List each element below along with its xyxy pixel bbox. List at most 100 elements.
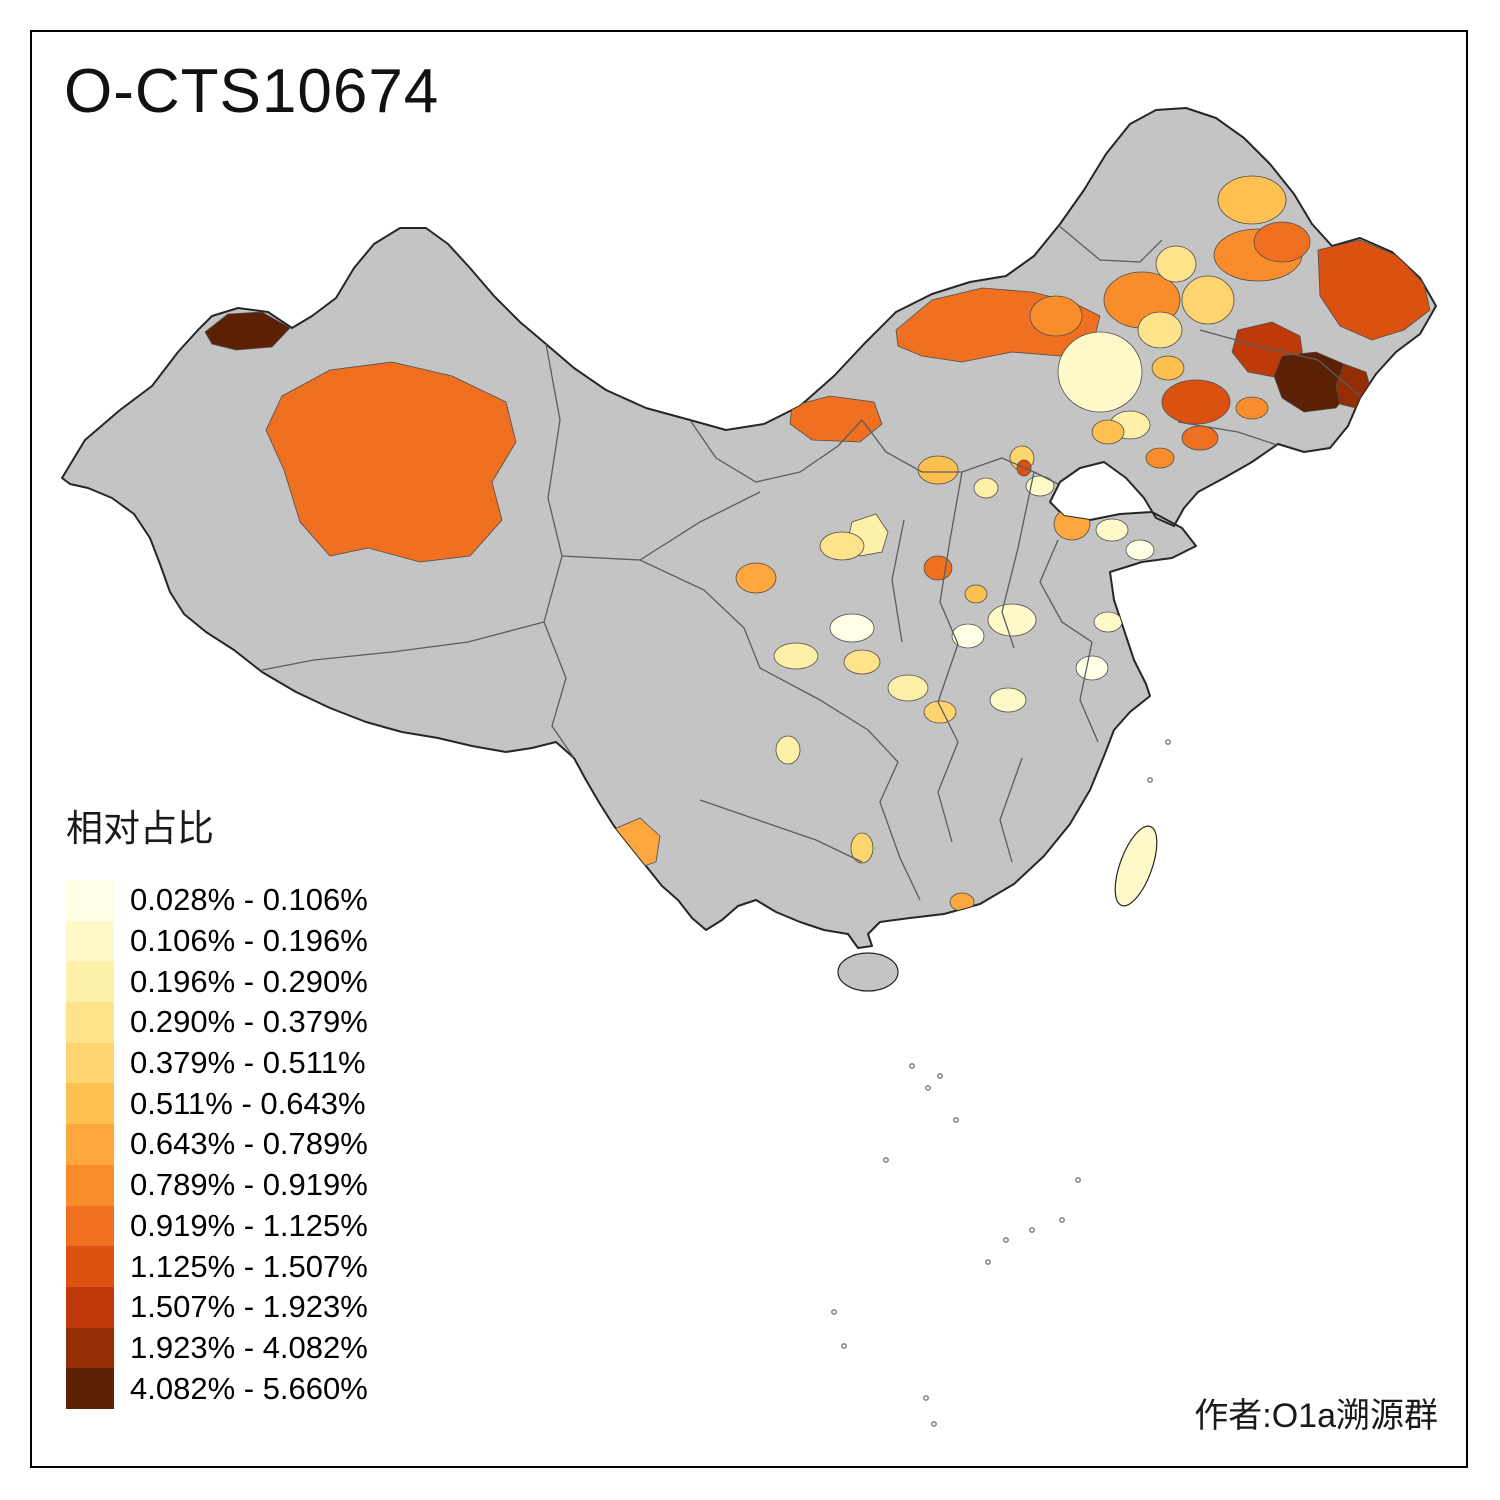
legend-item-2: 0.106% - 0.196% [66,920,368,962]
sea-islet-5 [883,1157,889,1163]
province-border-18 [1199,329,1361,397]
legend-title: 相对占比 [66,808,214,849]
map-region-pearl-delta-orange [949,892,975,912]
legend-swatch [66,1205,114,1247]
legend: 相对占比 0.028% - 0.106% 0.106% - 0.196% 0.196… [66,798,368,1409]
map-region-nw-dark [204,311,291,351]
legend-swatch [66,1042,114,1084]
map-region-neimeng-east [1029,295,1083,337]
legend-item-13: 4.082% - 5.660% [66,1368,368,1409]
province-border-3 [543,621,575,759]
map-region-jilin-red [1161,379,1231,425]
sea-islet-2 [925,1085,931,1091]
map-region-shaanxi-orange [964,584,988,604]
legend-item-6: 0.511% - 0.643% [66,1083,368,1125]
map-region-ne-pale2 [1137,311,1183,349]
legend-swatch [66,1164,114,1206]
sea-islet-4 [953,1117,959,1123]
sea-islet-13 [923,1395,929,1401]
map-region-hubei-pale [989,687,1027,713]
map-region-ne-darkest [1273,351,1353,413]
map-region-liaoning-or2 [1235,396,1269,420]
legend-range-label: 0.643% - 0.789% [130,1126,368,1162]
legend-range-label: 0.106% - 0.196% [130,923,368,959]
province-border-4 [561,555,761,669]
legend-range-label: 0.028% - 0.106% [130,882,368,918]
province-border-17 [639,491,761,561]
map-region-gansu-orange [735,562,777,594]
map-region-suihua [1253,221,1311,263]
sea-islet-8 [1029,1227,1035,1233]
province-border-6 [689,419,863,483]
legend-swatch [66,1368,114,1409]
map-region-sichuan-south [775,735,801,765]
map-region-sichuan-pale1 [773,642,819,670]
map-region-sichuan-pale2 [843,649,881,675]
map-region-jiangsu-pale [1093,611,1123,633]
sea-islet-15 [1165,739,1171,745]
map-region-xinjiang-orange [265,361,517,563]
sea-islet-16 [1147,777,1153,783]
sea-islet-1 [909,1063,915,1069]
legend-swatch [66,880,114,921]
map-region-hlj-mid [1181,275,1235,325]
map-region-sichuan-pale3 [887,674,929,702]
legend-swatch [66,1002,114,1043]
plot-frame-border [30,30,1468,1468]
map-region-chongqing-yellow [923,700,957,724]
legend-range-label: 0.196% - 0.290% [130,963,368,999]
legend-swatch [66,920,114,962]
map-region-hlj-east-red [1317,239,1431,341]
map-region-anhui-pale [1075,655,1109,681]
legend-range-label: 0.379% - 0.511% [130,1045,366,1081]
map-region-liaoning-or1 [1145,447,1175,469]
legend-item-5: 0.379% - 0.511% [66,1042,368,1084]
legend-range-label: 1.923% - 4.082% [130,1329,368,1365]
province-border-10 [1039,539,1093,643]
map-region-songyuan [1151,355,1185,381]
province-border-5 [759,667,899,763]
legend-item-7: 0.643% - 0.789% [66,1124,368,1165]
legend-range-label: 0.511% - 0.643% [130,1085,366,1121]
legend-item-10: 1.125% - 1.507% [66,1246,368,1287]
hainan-island [837,952,899,992]
map-region-guizhou-yellow [850,832,874,864]
map-region-shandong-pale2 [1125,539,1155,561]
legend-range-label: 0.290% - 0.379% [130,1004,368,1040]
legend-item-12: 1.923% - 4.082% [66,1327,368,1369]
author-credit: 作者:O1a溯源群 [1194,1397,1438,1435]
legend-rows: 0.028% - 0.106% 0.106% - 0.196% 0.196% - 0… [66,880,368,1409]
legend-item-1: 0.028% - 0.106% [66,880,368,921]
map-region-jilin-orange [1181,425,1219,451]
sea-islet-6 [1075,1177,1081,1183]
legend-item-3: 0.196% - 0.290% [66,961,368,1003]
province-border-15 [999,757,1023,863]
legend-item-8: 0.789% - 0.919% [66,1164,368,1206]
sea-islet-12 [841,1343,847,1349]
map-region-shandong-pale1 [1095,518,1129,542]
map-region-henan-pale2 [951,623,985,649]
legend-range-label: 0.789% - 0.919% [130,1167,368,1203]
map-region-zhangjiakou [917,455,959,485]
map-region-central-white [829,613,875,643]
legend-swatch [66,1327,114,1369]
legend-swatch [66,1286,114,1328]
sea-islet-10 [985,1259,991,1265]
sea-islet-7 [1059,1217,1065,1223]
sea-islet-11 [831,1309,837,1315]
legend-swatch [66,1124,114,1165]
map-region-hulunbuir-top [1217,175,1287,225]
sea-islet-9 [1003,1237,1009,1243]
map-region-gansu-pale [819,531,865,561]
legend-item-4: 0.290% - 0.379% [66,1002,368,1043]
legend-range-label: 1.507% - 1.923% [130,1289,368,1325]
taiwan-island [1114,825,1158,907]
province-border-8 [939,471,963,645]
sea-islet-14 [931,1421,937,1427]
plot-title: O-CTS10674 [64,57,440,126]
map-region-hebei-pale1 [1025,475,1055,497]
province-border-1 [543,343,563,623]
sea-islet-3 [937,1073,943,1079]
legend-item-11: 1.507% - 1.923% [66,1286,368,1328]
